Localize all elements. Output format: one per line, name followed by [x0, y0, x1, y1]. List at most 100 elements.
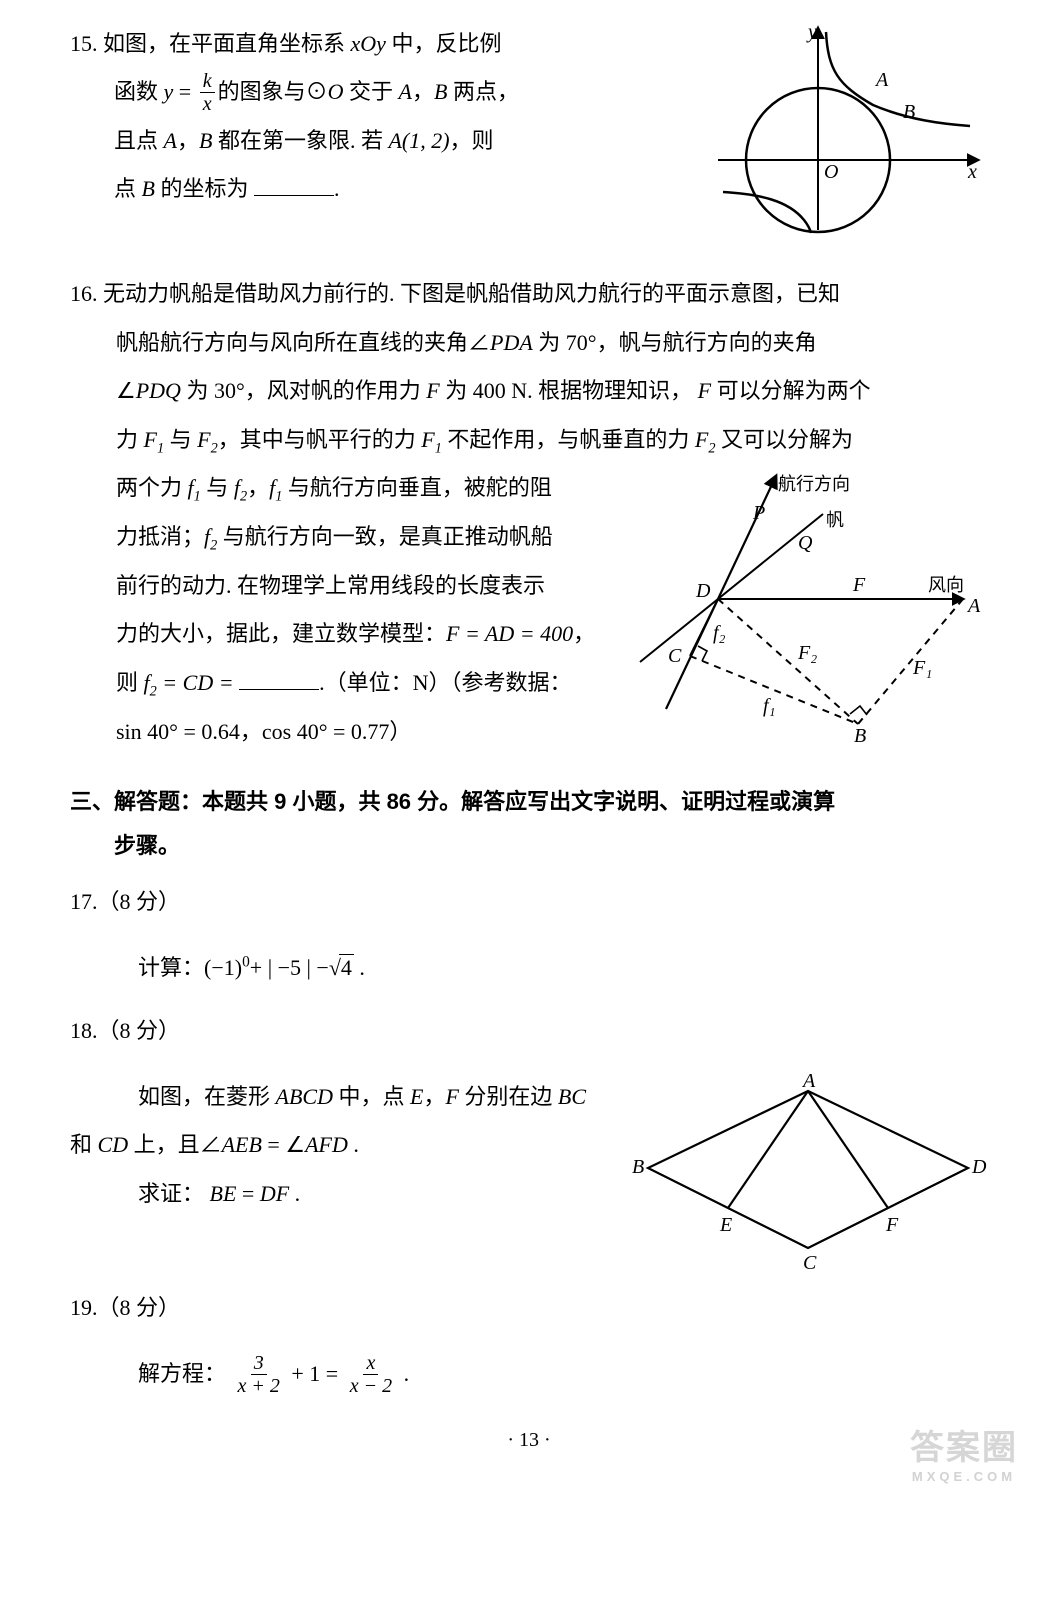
- q16-l4e: 又可以分解为: [716, 427, 854, 452]
- svg-text:A: A: [966, 595, 981, 617]
- svg-text:P: P: [752, 502, 765, 524]
- q15-dot: .: [334, 176, 340, 201]
- q16-l3d: 可以分解为两个: [711, 378, 871, 403]
- q15-A: A: [399, 79, 412, 104]
- q15-comma2: ，: [177, 128, 199, 153]
- q15-comma: ，: [412, 79, 434, 104]
- q16-F2: F: [698, 378, 711, 403]
- problem-18-body: 如图，在菱形 ABCD 中，点 E，F 分别在边 BC 和 CD 上，且∠AEB…: [70, 1073, 988, 1278]
- q15-blank: [254, 175, 334, 196]
- svg-text:Q: Q: [798, 532, 813, 554]
- problem-18: 18.（8 分）: [70, 1007, 988, 1055]
- problem-17: 17.（8 分）: [70, 878, 988, 926]
- q15-t2b: 的图象与⊙: [218, 79, 328, 104]
- q16-l5c: ，: [247, 475, 269, 500]
- q15-t4a: 点: [114, 176, 142, 201]
- figure-18: A B C D E F: [628, 1073, 988, 1278]
- q15-A2: A: [164, 128, 177, 153]
- q15-t4b: 的坐标为: [155, 176, 254, 201]
- q15-t1b: 中，反比例: [386, 31, 502, 56]
- q19-frac1: 3x + 2: [235, 1352, 283, 1397]
- q16-l7: 前行的动力. 在物理学上常用线段的长度表示: [116, 573, 545, 598]
- q15-t2d: 两点，: [447, 79, 519, 104]
- q15-t2c: 交于: [344, 79, 399, 104]
- q15-A12: A(1, 2): [388, 128, 449, 153]
- q15-t2a: 函数: [114, 79, 164, 104]
- page-number: · 13 ·: [70, 1429, 988, 1452]
- q16-l4b: 与: [164, 427, 197, 452]
- q17-expr: 计算：(−1)0+ | −5 | −4 .: [70, 944, 988, 992]
- q16-l5d: 与航行方向垂直，被舵的阻: [282, 475, 552, 500]
- sqrt-icon: 4: [329, 944, 354, 992]
- q16-l8a: 力的大小，据此，建立数学模型：: [116, 621, 446, 646]
- q15-eq: =: [173, 79, 196, 104]
- q15-y: y: [164, 79, 174, 104]
- svg-text:f₂: f₂: [713, 622, 726, 644]
- q16-l9b: .（单位：N）（参考数据：: [319, 670, 571, 695]
- q16-fs1: 1: [194, 489, 201, 505]
- problem-15: 15. 如图，在平面直角坐标系 xOy 中，反比例 函数 y = kx的图象与⊙…: [70, 20, 988, 252]
- q15-xoy: xOy: [351, 31, 386, 56]
- q15-t3c: ，则: [450, 128, 494, 153]
- svg-text:B: B: [854, 725, 866, 744]
- svg-text:C: C: [668, 645, 682, 667]
- svg-text:风向: 风向: [928, 575, 964, 595]
- q16-l4a: 力: [116, 427, 144, 452]
- q16-s2b: 2: [708, 440, 715, 456]
- q16-l8b: ，: [573, 621, 595, 646]
- q16-l3b: 为 30°，风对帆的作用力: [181, 378, 426, 403]
- figure-16: 航行方向 帆 风向 P Q D A B C F F₁ F₂ f₁ f₂: [628, 464, 988, 761]
- q15-B3: B: [142, 176, 155, 201]
- q16-l2b: 为 70°，帆与航行方向的夹角: [533, 330, 817, 355]
- q16-l1: 无动力帆船是借助风力前行的. 下图是帆船借助风力航行的平面示意图，已知: [103, 281, 840, 306]
- svg-text:A: A: [801, 1073, 816, 1092]
- q16-l5a: 两个力: [116, 475, 188, 500]
- q15-number: 15.: [70, 31, 103, 56]
- svg-text:E: E: [719, 1214, 732, 1236]
- q16-l6: 力抵消；: [116, 524, 204, 549]
- q16-number: 16.: [70, 281, 103, 306]
- q16-l3c: 为 400 N. 根据物理知识，: [440, 378, 698, 403]
- q19-expr: 解方程： 3x + 2 + 1 = xx − 2 .: [70, 1350, 988, 1398]
- q16-l9s: 2: [150, 683, 157, 699]
- problem-16: 16. 无动力帆船是借助风力前行的. 下图是帆船借助风力航行的平面示意图，已知 …: [70, 270, 988, 761]
- q15-B2: B: [199, 128, 212, 153]
- q17-number: 17.（8 分）: [70, 889, 180, 914]
- q18-number: 18.（8 分）: [70, 1018, 180, 1043]
- q15-t1: 如图，在平面直角坐标系: [103, 31, 351, 56]
- svg-text:航行方向: 航行方向: [778, 474, 850, 494]
- q16-l4c: ，其中与帆平行的力: [218, 427, 422, 452]
- q16-l9a: 则: [116, 670, 144, 695]
- q16-l8eq: F = AD = 400: [446, 621, 573, 646]
- svg-text:D: D: [971, 1156, 987, 1178]
- q16-s1b: 1: [435, 440, 442, 456]
- svg-text:F: F: [885, 1214, 899, 1236]
- q16-l4d: 不起作用，与帆垂直的力: [442, 427, 695, 452]
- svg-text:D: D: [695, 580, 711, 602]
- svg-text:F₂: F₂: [797, 642, 817, 664]
- figure-15: y x O A B: [708, 20, 988, 252]
- q15-frac: kx: [200, 70, 215, 115]
- q16-F1a: F: [144, 427, 157, 452]
- q19-frac2: xx − 2: [347, 1352, 395, 1397]
- q16-F1b: F: [421, 427, 434, 452]
- svg-text:O: O: [824, 161, 838, 183]
- svg-text:帆: 帆: [826, 510, 844, 530]
- svg-text:B: B: [632, 1156, 644, 1178]
- q16-l10: sin 40° = 0.64，cos 40° = 0.77）: [116, 719, 411, 744]
- svg-text:x: x: [967, 161, 977, 183]
- q19-number: 19.（8 分）: [70, 1295, 180, 1320]
- svg-text:f₁: f₁: [763, 695, 776, 717]
- q15-B: B: [434, 79, 447, 104]
- q16-F: F: [426, 378, 439, 403]
- q16-pdq: PDQ: [136, 378, 181, 403]
- q16-blank: [239, 669, 319, 690]
- q16-l3a: ∠: [116, 378, 136, 403]
- q15-t3a: 且点: [114, 128, 164, 153]
- q16-F2b: F: [695, 427, 708, 452]
- svg-text:F: F: [852, 574, 866, 596]
- q16-l9eq2: = CD =: [157, 670, 239, 695]
- q15-O: O: [328, 79, 344, 104]
- problem-19: 19.（8 分）: [70, 1284, 988, 1332]
- q16-l5b: 与: [201, 475, 234, 500]
